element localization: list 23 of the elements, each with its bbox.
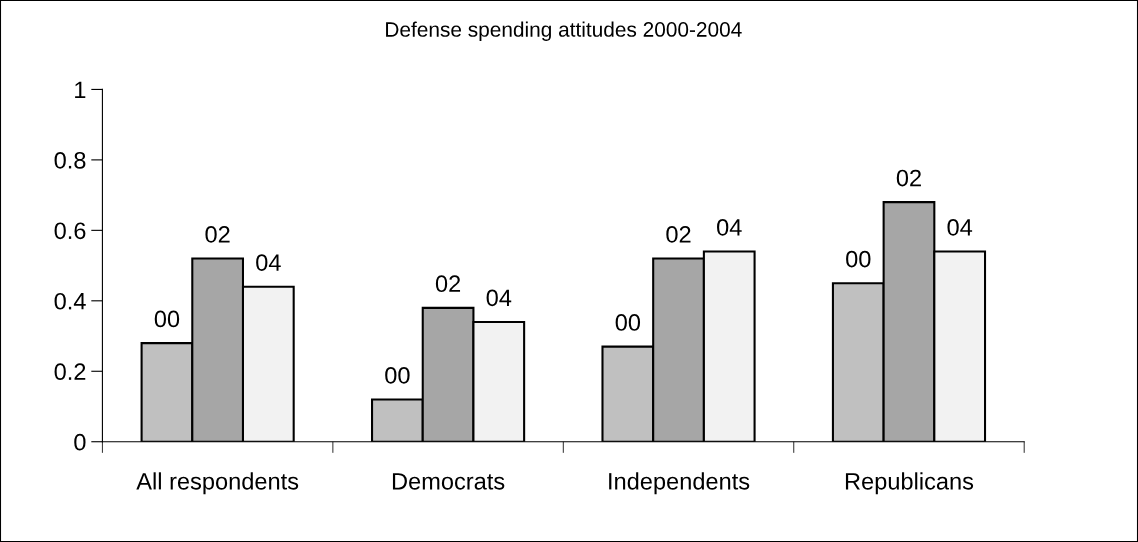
text: 02 [666, 226, 691, 243]
chart-title: Defense spending attitudes 2000-2004 [386, 21, 742, 41]
y-tick-label: 0.4 [54, 292, 86, 310]
text: 00 [615, 314, 641, 331]
y-tick-label: 0.2 [54, 363, 86, 381]
series-label: 00 [385, 366, 410, 384]
text: 04 [947, 218, 973, 236]
x-tick-label: Democrats [392, 473, 505, 490]
text: 00 [154, 310, 180, 328]
y-tick-label: 1 [75, 81, 86, 98]
x-tick-label: Republicans [845, 472, 974, 495]
x-tick-label: Independents [609, 472, 750, 495]
y-tick-label: 0 [74, 433, 86, 451]
text: 04 [256, 254, 281, 271]
y-tick-label: 0.6 [54, 222, 86, 240]
x-tick-label: All respondents [136, 472, 299, 495]
text: 00 [846, 250, 871, 268]
series-label: 02 [205, 226, 230, 243]
text: 02 [896, 169, 921, 187]
y-tick-label: 0.8 [54, 151, 86, 169]
text: 04 [717, 218, 742, 236]
text: 02 [435, 275, 461, 293]
series-label: 04 [486, 289, 512, 307]
